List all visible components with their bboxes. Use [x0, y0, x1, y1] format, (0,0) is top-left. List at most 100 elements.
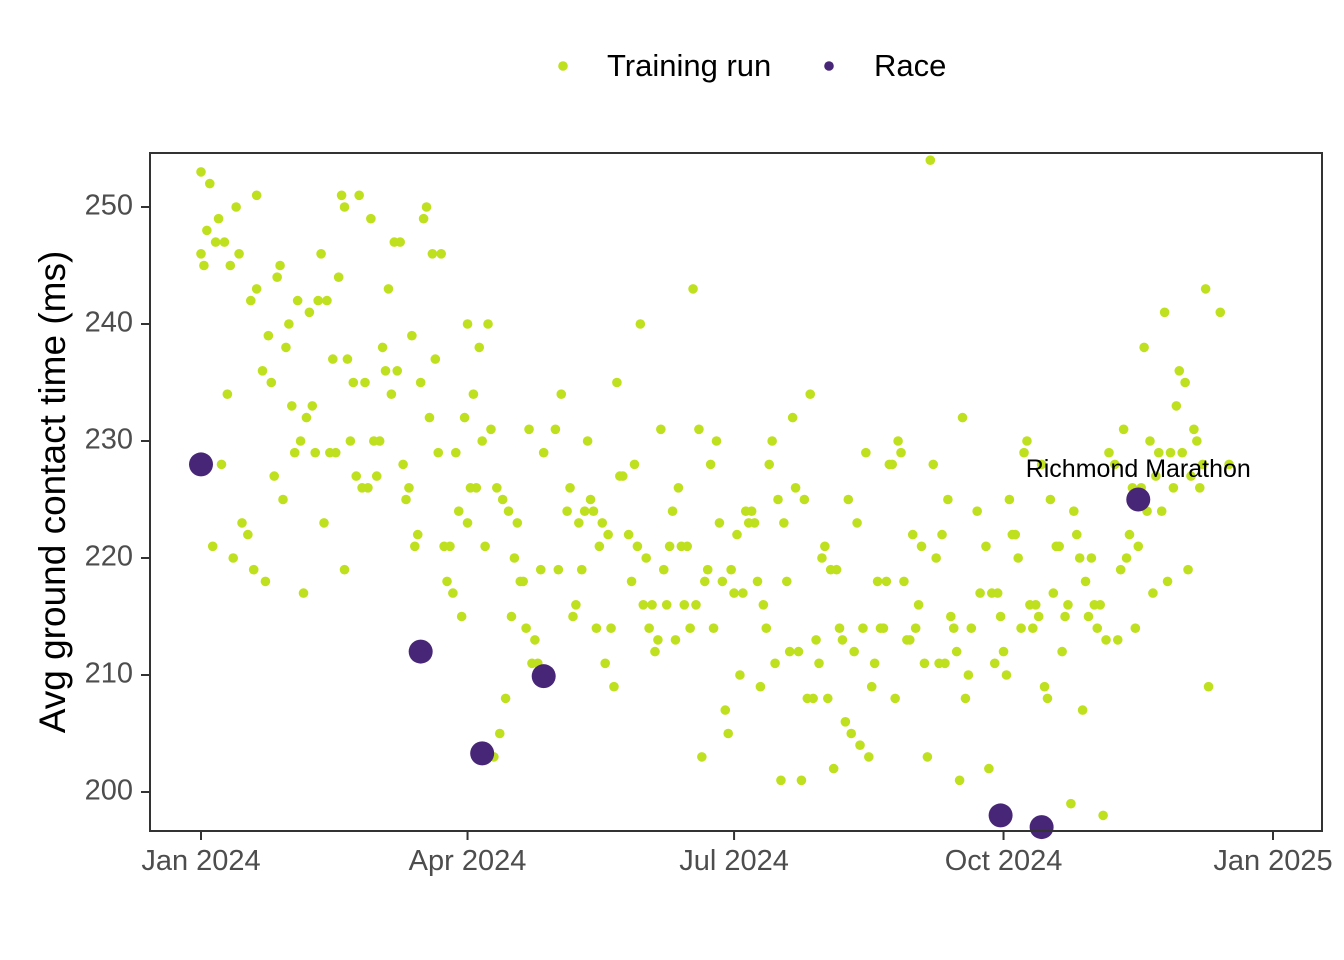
training-run-point [943, 494, 953, 505]
training-run-point [480, 541, 490, 552]
training-run-point [503, 506, 514, 516]
training-run-point [905, 635, 915, 645]
training-run-point [805, 389, 816, 400]
training-run-point [588, 506, 599, 516]
legend-key-race [824, 61, 834, 71]
training-run-point [1110, 459, 1120, 470]
training-run-point [427, 249, 438, 259]
training-run-point [644, 623, 654, 633]
training-run-point [535, 564, 546, 575]
training-run-point [957, 412, 968, 423]
training-run-point [907, 529, 918, 540]
training-run-point [445, 541, 455, 552]
training-run-point [1086, 553, 1097, 563]
training-run-point [746, 506, 757, 516]
training-run-point [433, 447, 444, 458]
training-run-point [937, 529, 947, 540]
training-run-point [729, 588, 739, 598]
training-run-point [524, 424, 534, 435]
training-run-point [565, 483, 575, 493]
training-run-point [1115, 564, 1126, 575]
training-run-point [1159, 307, 1170, 318]
training-run-point [779, 518, 789, 528]
race-point [408, 639, 433, 664]
training-run-point [500, 693, 511, 704]
training-run-point [951, 646, 962, 657]
training-run-point [831, 564, 842, 575]
training-run-point [1039, 681, 1050, 692]
training-run-point [1162, 576, 1173, 587]
training-run-point [424, 412, 435, 423]
training-run-point [512, 518, 523, 528]
training-run-point [345, 436, 356, 446]
y-tick-label: 200 [85, 775, 133, 807]
training-run-point [1194, 483, 1205, 493]
training-run-point [1203, 681, 1214, 692]
training-run-point [1028, 623, 1038, 633]
training-run-point [1066, 798, 1076, 809]
training-run-point [1071, 529, 1082, 540]
training-run-point [562, 506, 572, 516]
training-run-point [339, 202, 350, 212]
training-run-point [606, 623, 616, 633]
training-run-point [925, 155, 936, 165]
legend-label-training-run: Training run [607, 48, 771, 83]
training-run-point [931, 553, 941, 563]
training-run-point [237, 518, 247, 528]
y-tick-label: 240 [85, 307, 133, 339]
annotation-layer: Richmond Marathon [1026, 455, 1251, 483]
training-run-point [770, 658, 780, 669]
race-point [988, 803, 1013, 828]
training-run-point [852, 518, 862, 528]
training-run-point [864, 752, 874, 762]
training-run-point [834, 623, 845, 633]
training-run-point [916, 541, 927, 552]
training-run-point [822, 693, 833, 704]
training-run-point [617, 471, 628, 481]
training-run-point [1048, 588, 1059, 598]
training-run-point [635, 319, 646, 329]
training-run-point [858, 623, 868, 633]
training-run-point [878, 623, 889, 633]
training-run-point [401, 494, 411, 505]
training-run-point [697, 752, 707, 762]
training-run-point [735, 670, 745, 680]
training-run-point [430, 354, 441, 364]
training-run-point [1098, 810, 1108, 821]
training-run-point [199, 260, 209, 271]
training-run-point [477, 436, 487, 446]
training-run-point [448, 588, 458, 598]
training-run-point [837, 635, 848, 645]
training-run-point [462, 518, 473, 528]
training-run-point [773, 494, 783, 505]
training-run-point [948, 623, 959, 633]
training-run-point [752, 576, 763, 587]
training-run-point [196, 167, 206, 177]
training-run-point [899, 576, 909, 587]
training-run-point [650, 646, 660, 657]
training-run-point [872, 576, 883, 587]
training-run-point [1092, 623, 1103, 633]
training-run-point [749, 518, 760, 528]
training-run-point [518, 576, 528, 587]
training-run-point [202, 225, 212, 236]
training-run-point [568, 611, 578, 622]
training-run-point [1063, 600, 1073, 610]
training-run-point [1171, 401, 1182, 411]
training-run-point [1215, 307, 1226, 318]
training-run-point [456, 611, 467, 622]
training-run-point [626, 576, 637, 587]
training-run-point [776, 775, 786, 786]
training-run-point [846, 728, 857, 739]
training-run-point [298, 588, 309, 598]
training-run-point [887, 459, 898, 470]
training-run-point [913, 600, 924, 610]
legend-label-race: Race [874, 48, 946, 83]
training-run-point [1057, 646, 1067, 657]
race-point [1029, 815, 1054, 840]
training-run-point [691, 600, 701, 610]
training-run-point [1148, 588, 1158, 598]
training-run-point [269, 471, 280, 481]
training-run-point [260, 576, 271, 587]
training-run-point [828, 763, 839, 774]
